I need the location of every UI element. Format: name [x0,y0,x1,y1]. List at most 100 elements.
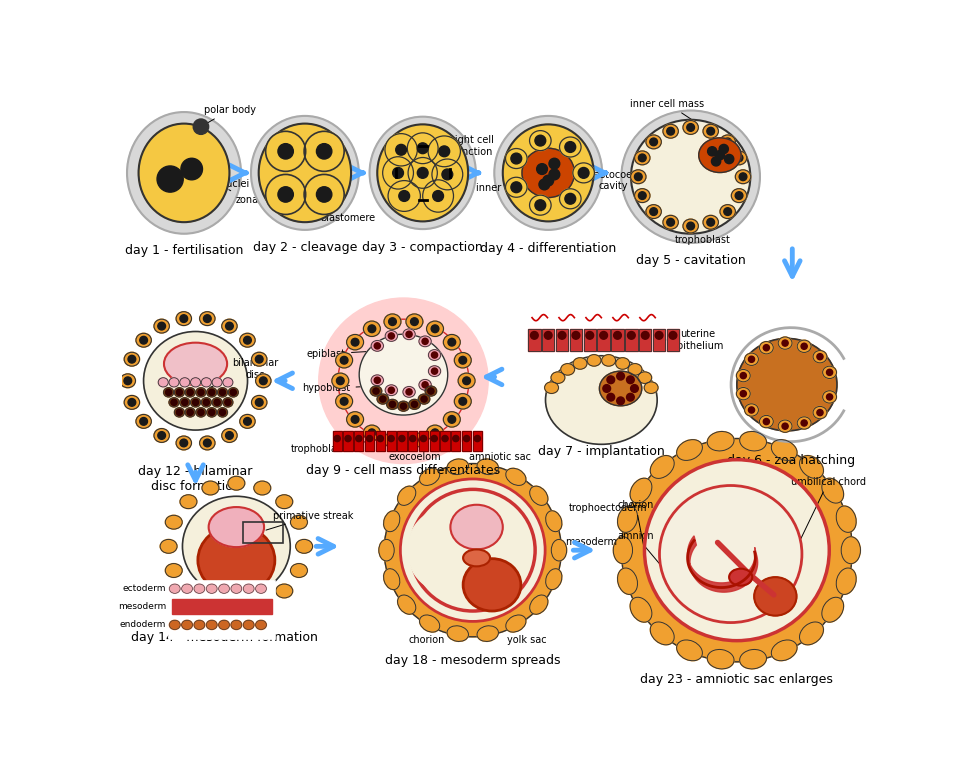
Ellipse shape [561,364,575,375]
Circle shape [656,331,663,339]
Circle shape [412,401,418,407]
Circle shape [542,175,554,186]
Ellipse shape [551,372,564,384]
Ellipse shape [202,597,219,611]
Ellipse shape [745,353,758,365]
Ellipse shape [124,352,139,366]
Circle shape [724,138,732,146]
Circle shape [459,357,467,364]
Circle shape [177,390,182,396]
Circle shape [180,314,187,322]
Ellipse shape [212,377,222,387]
Circle shape [187,410,193,416]
Ellipse shape [660,486,802,623]
Ellipse shape [699,138,741,173]
Ellipse shape [630,597,652,622]
Bar [375,431,385,451]
Circle shape [667,127,675,135]
Ellipse shape [202,377,211,387]
Circle shape [628,331,636,339]
Circle shape [650,138,658,146]
Circle shape [317,186,332,202]
Ellipse shape [169,621,180,630]
Ellipse shape [200,436,215,450]
Ellipse shape [663,124,679,138]
Circle shape [549,158,560,169]
Ellipse shape [169,584,180,594]
Ellipse shape [175,388,184,397]
Ellipse shape [530,130,551,150]
Ellipse shape [387,400,398,410]
Ellipse shape [276,495,293,509]
Circle shape [244,417,252,425]
Ellipse shape [720,205,735,219]
Circle shape [607,393,614,401]
Ellipse shape [370,117,476,229]
Circle shape [157,432,165,439]
Ellipse shape [732,189,747,202]
Ellipse shape [403,329,416,340]
Bar [430,431,439,451]
Ellipse shape [364,425,380,440]
Circle shape [667,219,675,226]
Ellipse shape [252,352,267,366]
Ellipse shape [194,621,204,630]
Circle shape [345,436,351,442]
Ellipse shape [447,626,468,641]
Ellipse shape [296,539,313,553]
Ellipse shape [223,377,233,387]
Circle shape [421,396,427,402]
Text: bilaminar
disc: bilaminar disc [209,358,278,387]
Bar [354,431,364,451]
Ellipse shape [176,436,191,450]
Ellipse shape [181,584,192,594]
Ellipse shape [617,506,637,532]
Text: trophoblast: trophoblast [291,439,385,453]
Circle shape [650,208,658,216]
Text: yolk sac: yolk sac [507,635,546,645]
Ellipse shape [228,603,245,617]
Text: day 12 - bilaminar
disc formation: day 12 - bilaminar disc formation [138,466,252,493]
Bar [667,329,679,351]
Ellipse shape [219,621,229,630]
Ellipse shape [522,148,574,198]
Circle shape [208,390,215,396]
Ellipse shape [630,478,652,503]
Ellipse shape [703,124,718,138]
Ellipse shape [447,459,468,475]
Circle shape [204,314,211,322]
Circle shape [459,397,467,405]
Ellipse shape [212,398,222,407]
Circle shape [334,436,340,442]
Ellipse shape [180,584,197,598]
Circle shape [433,191,444,202]
Bar [408,431,418,451]
Text: day 5 - cavitation: day 5 - cavitation [636,254,746,267]
Circle shape [719,144,729,153]
Ellipse shape [708,432,734,451]
Ellipse shape [240,414,255,428]
Text: blastomere: blastomere [320,196,374,222]
Ellipse shape [739,432,766,451]
Circle shape [165,390,172,396]
Ellipse shape [371,386,382,396]
Circle shape [586,331,593,339]
Ellipse shape [544,382,559,393]
Ellipse shape [677,640,703,660]
Circle shape [368,325,375,333]
Ellipse shape [408,157,438,188]
Ellipse shape [573,163,594,183]
Bar [375,431,385,451]
Circle shape [558,331,565,339]
Ellipse shape [545,356,658,444]
Circle shape [398,436,405,442]
Ellipse shape [388,180,420,212]
Circle shape [431,352,438,358]
Ellipse shape [291,515,307,529]
Ellipse shape [422,179,453,212]
Circle shape [616,397,624,405]
Ellipse shape [206,584,217,594]
Ellipse shape [759,341,774,354]
Bar [397,431,406,451]
Ellipse shape [206,388,217,397]
